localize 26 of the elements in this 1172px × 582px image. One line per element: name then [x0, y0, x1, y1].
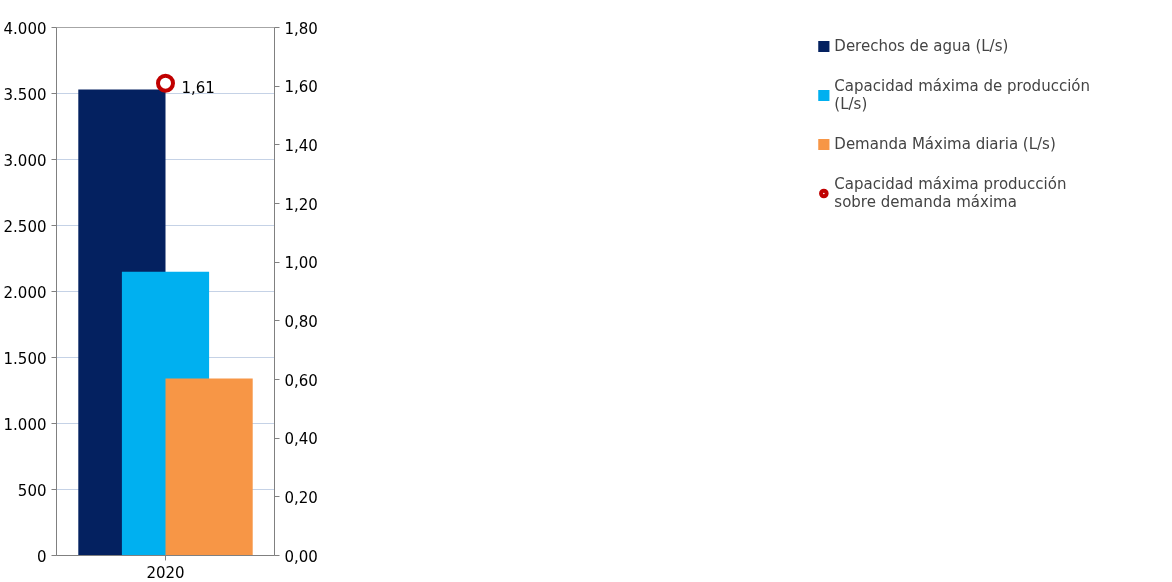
- y2-tick-label: 1,80: [284, 19, 318, 38]
- y2-tick-label: 1,60: [284, 78, 318, 97]
- bar: [165, 378, 253, 556]
- y2-tick-label: 0,80: [284, 312, 318, 331]
- y-tick-label: 1.000: [3, 415, 47, 434]
- legend-label: Capacidad máxima producción sobre demanda máxima: [834, 175, 1067, 211]
- y-tick-label: 2.000: [3, 283, 47, 302]
- legend-label: Capacidad máxima de producción (L/s): [834, 77, 1090, 113]
- y-tick-label: 2.500: [3, 217, 47, 236]
- y-tick-label: 3.500: [3, 85, 47, 104]
- y-tick-label: 3.000: [3, 151, 47, 170]
- legend-label: Derechos de agua (L/s): [834, 37, 1009, 55]
- y2-tick-label: 0,60: [284, 371, 318, 390]
- y2-tick-label: 1,00: [284, 254, 318, 273]
- y-tick-label: 4.000: [3, 19, 47, 38]
- y2-tick-label: 1,40: [284, 136, 318, 155]
- y2-tick-label: 0,20: [284, 488, 318, 507]
- x-tick-label: 2020: [146, 563, 185, 582]
- legend-label: Demanda Máxima diaria (L/s): [834, 135, 1056, 153]
- y2-tick-label: 0,40: [284, 430, 318, 449]
- y2-tick-label: 0,00: [284, 547, 318, 566]
- y-tick-label: 0: [36, 547, 47, 566]
- data-label: 1,61: [181, 79, 215, 98]
- y-tick-label: 1.500: [3, 349, 47, 368]
- y-tick-label: 500: [17, 481, 47, 500]
- y2-tick-label: 1,20: [284, 195, 318, 214]
